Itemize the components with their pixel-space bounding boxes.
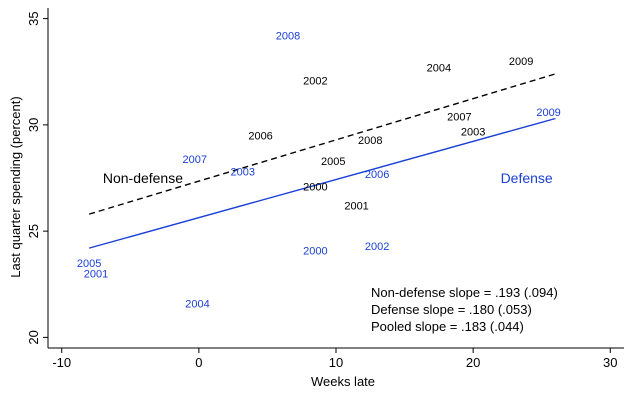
defense-point-label: 2003 [231, 167, 255, 179]
data-labels: 2002 2004 2009 2007 2006 2008 2003 2005 2000 2001… [77, 31, 561, 311]
defense-point-label: 2002 [365, 241, 389, 253]
x-tick-label: -10 [52, 355, 71, 370]
nondefense-point-label: 2007 [447, 111, 471, 123]
defense-point-label: 2007 [183, 154, 207, 166]
slope-annotations: Non-defense slope = .193 (.094) Defense s… [371, 285, 558, 334]
slope-annotation: Non-defense slope = .193 (.094) [371, 285, 558, 300]
defense-fit-line [88, 117, 556, 249]
nondefense-point-label: 2000 [303, 182, 327, 194]
series-labels: Non-defense Defense [103, 170, 553, 186]
nondefense-fit-line [88, 73, 556, 215]
y-tick-label: 30 [26, 118, 41, 132]
defense-point-label: 2001 [84, 269, 108, 281]
y-tick-label: 35 [26, 11, 41, 25]
y-tick-label: 25 [26, 224, 41, 238]
x-tick-label: 20 [466, 355, 480, 370]
nondefense-series-label: Non-defense [103, 170, 183, 186]
nondefense-point-label: 2006 [248, 131, 272, 143]
defense-point-label: 2000 [303, 245, 327, 257]
axes: -10 0 10 20 30 20 25 30 35 [26, 8, 624, 370]
nondefense-point-label: 2002 [303, 75, 327, 87]
nondefense-point-label: 2005 [321, 156, 345, 168]
defense-point-label: 2004 [185, 298, 209, 310]
nondefense-point-label: 2008 [358, 135, 382, 147]
defense-series-label: Defense [501, 170, 553, 186]
y-axis-title: Last quarter spending (percent) [8, 96, 23, 277]
y-tick-label: 20 [26, 330, 41, 344]
nondefense-point-label: 2001 [344, 201, 368, 213]
nondefense-point-label: 2009 [509, 56, 533, 68]
defense-point-label: 2009 [536, 107, 560, 119]
x-tick-label: 0 [195, 355, 202, 370]
nondefense-point-label: 2003 [461, 126, 485, 138]
x-tick-label: 30 [603, 355, 617, 370]
defense-point-label: 2008 [276, 31, 300, 43]
nondefense-point-label: 2004 [427, 63, 451, 75]
slope-annotation: Pooled slope = .183 (.044) [371, 319, 524, 334]
fit-lines [88, 73, 556, 249]
x-axis-title: Weeks late [311, 374, 375, 389]
x-tick-label: 10 [329, 355, 343, 370]
defense-point-label: 2006 [365, 169, 389, 181]
defense-point-label: 2005 [77, 258, 101, 270]
slope-annotation: Defense slope = .180 (.053) [371, 302, 532, 317]
